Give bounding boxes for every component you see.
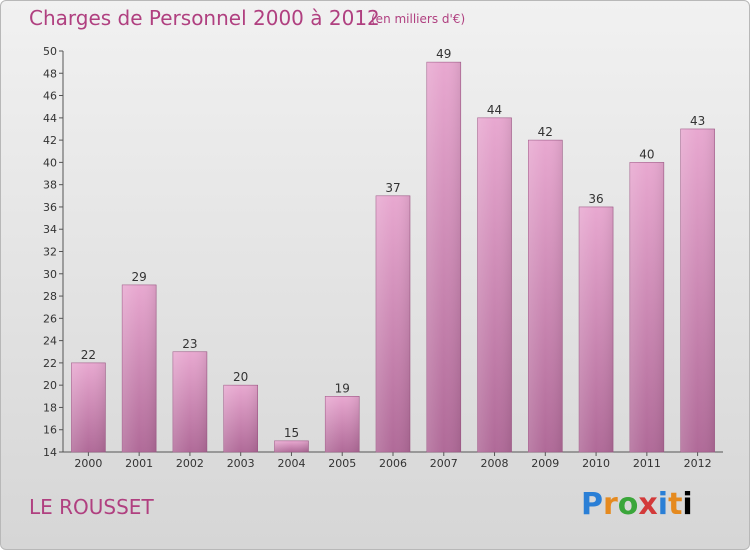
data-labels: 22 29 23 20 15 19 37 49 44 42 36 40 43: [81, 47, 706, 440]
proxiti-logo[interactable]: Proxiti: [581, 487, 693, 522]
y-tick-label: 14: [43, 446, 57, 459]
y-tick-label: 38: [43, 179, 57, 192]
data-label-2007: 49: [436, 47, 451, 61]
x-tick-label: 2012: [684, 457, 712, 470]
bar-shine: [629, 162, 664, 452]
bar-shine: [426, 62, 461, 453]
bar-shine: [528, 140, 563, 452]
data-label-2002: 23: [182, 337, 197, 351]
y-tick-label: 18: [43, 401, 57, 414]
y-tick-label: 48: [43, 67, 57, 80]
data-label-2003: 20: [233, 370, 248, 384]
data-label-2004: 15: [284, 426, 299, 440]
x-tick-label: 2009: [531, 457, 559, 470]
data-label-2012: 43: [690, 114, 705, 128]
y-tick-label: 34: [43, 223, 57, 236]
bar-shine: [680, 128, 715, 452]
data-label-2009: 42: [538, 125, 553, 139]
y-tick-label: 46: [43, 90, 57, 103]
y-tick-label: 32: [43, 246, 57, 259]
y-tick-label: 22: [43, 357, 57, 370]
data-label-2000: 22: [81, 348, 96, 362]
data-label-2011: 40: [639, 147, 654, 161]
location-name: LE ROUSSET: [29, 495, 154, 519]
axes: 14 16 18 20 22 24 26 28 30 32 34 36 38 40 42 44 46 48 50 20…: [43, 45, 723, 470]
data-label-2008: 44: [487, 103, 502, 117]
y-tick-label: 50: [43, 45, 57, 58]
x-tick-label: 2006: [379, 457, 407, 470]
bar-shine: [71, 362, 106, 452]
bar-shine: [579, 206, 614, 452]
x-tick-label: 2010: [582, 457, 610, 470]
x-tick-label: 2002: [176, 457, 204, 470]
bar-shine: [325, 396, 360, 452]
x-tick-label: 2005: [328, 457, 356, 470]
bar-shine: [223, 385, 258, 452]
y-tick-label: 16: [43, 424, 57, 437]
bar-shine: [376, 195, 410, 453]
chart-subtitle: (en milliers d'€): [371, 12, 466, 26]
bar-shine: [122, 284, 157, 452]
y-tick-label: 28: [43, 290, 57, 303]
x-tick-label: 2011: [633, 457, 661, 470]
y-tick-label: 24: [43, 335, 57, 348]
data-label-2010: 36: [588, 192, 603, 206]
y-tick-label: 26: [43, 312, 57, 325]
y-tick-label: 36: [43, 201, 57, 214]
data-label-2006: 37: [385, 181, 400, 195]
chart-title: Charges de Personnel 2000 à 2012: [29, 6, 380, 30]
y-tick-label: 44: [43, 112, 57, 125]
y-tick-label: 40: [43, 156, 57, 169]
x-tick-label: 2007: [430, 457, 458, 470]
x-tick-label: 2003: [227, 457, 255, 470]
x-tick-label: 2008: [481, 457, 509, 470]
bar-shine: [477, 117, 512, 452]
x-tick-label: 2000: [74, 457, 102, 470]
y-tick-label: 42: [43, 134, 57, 147]
x-tick-label: 2001: [125, 457, 153, 470]
data-label-2001: 29: [132, 270, 147, 284]
data-label-2005: 19: [335, 381, 350, 395]
bars: [71, 61, 715, 453]
x-tick-label: 2004: [277, 457, 305, 470]
bar-shine: [172, 351, 207, 452]
bar-shine: [274, 440, 309, 452]
y-tick-label: 20: [43, 379, 57, 392]
y-tick-label: 30: [43, 268, 57, 281]
